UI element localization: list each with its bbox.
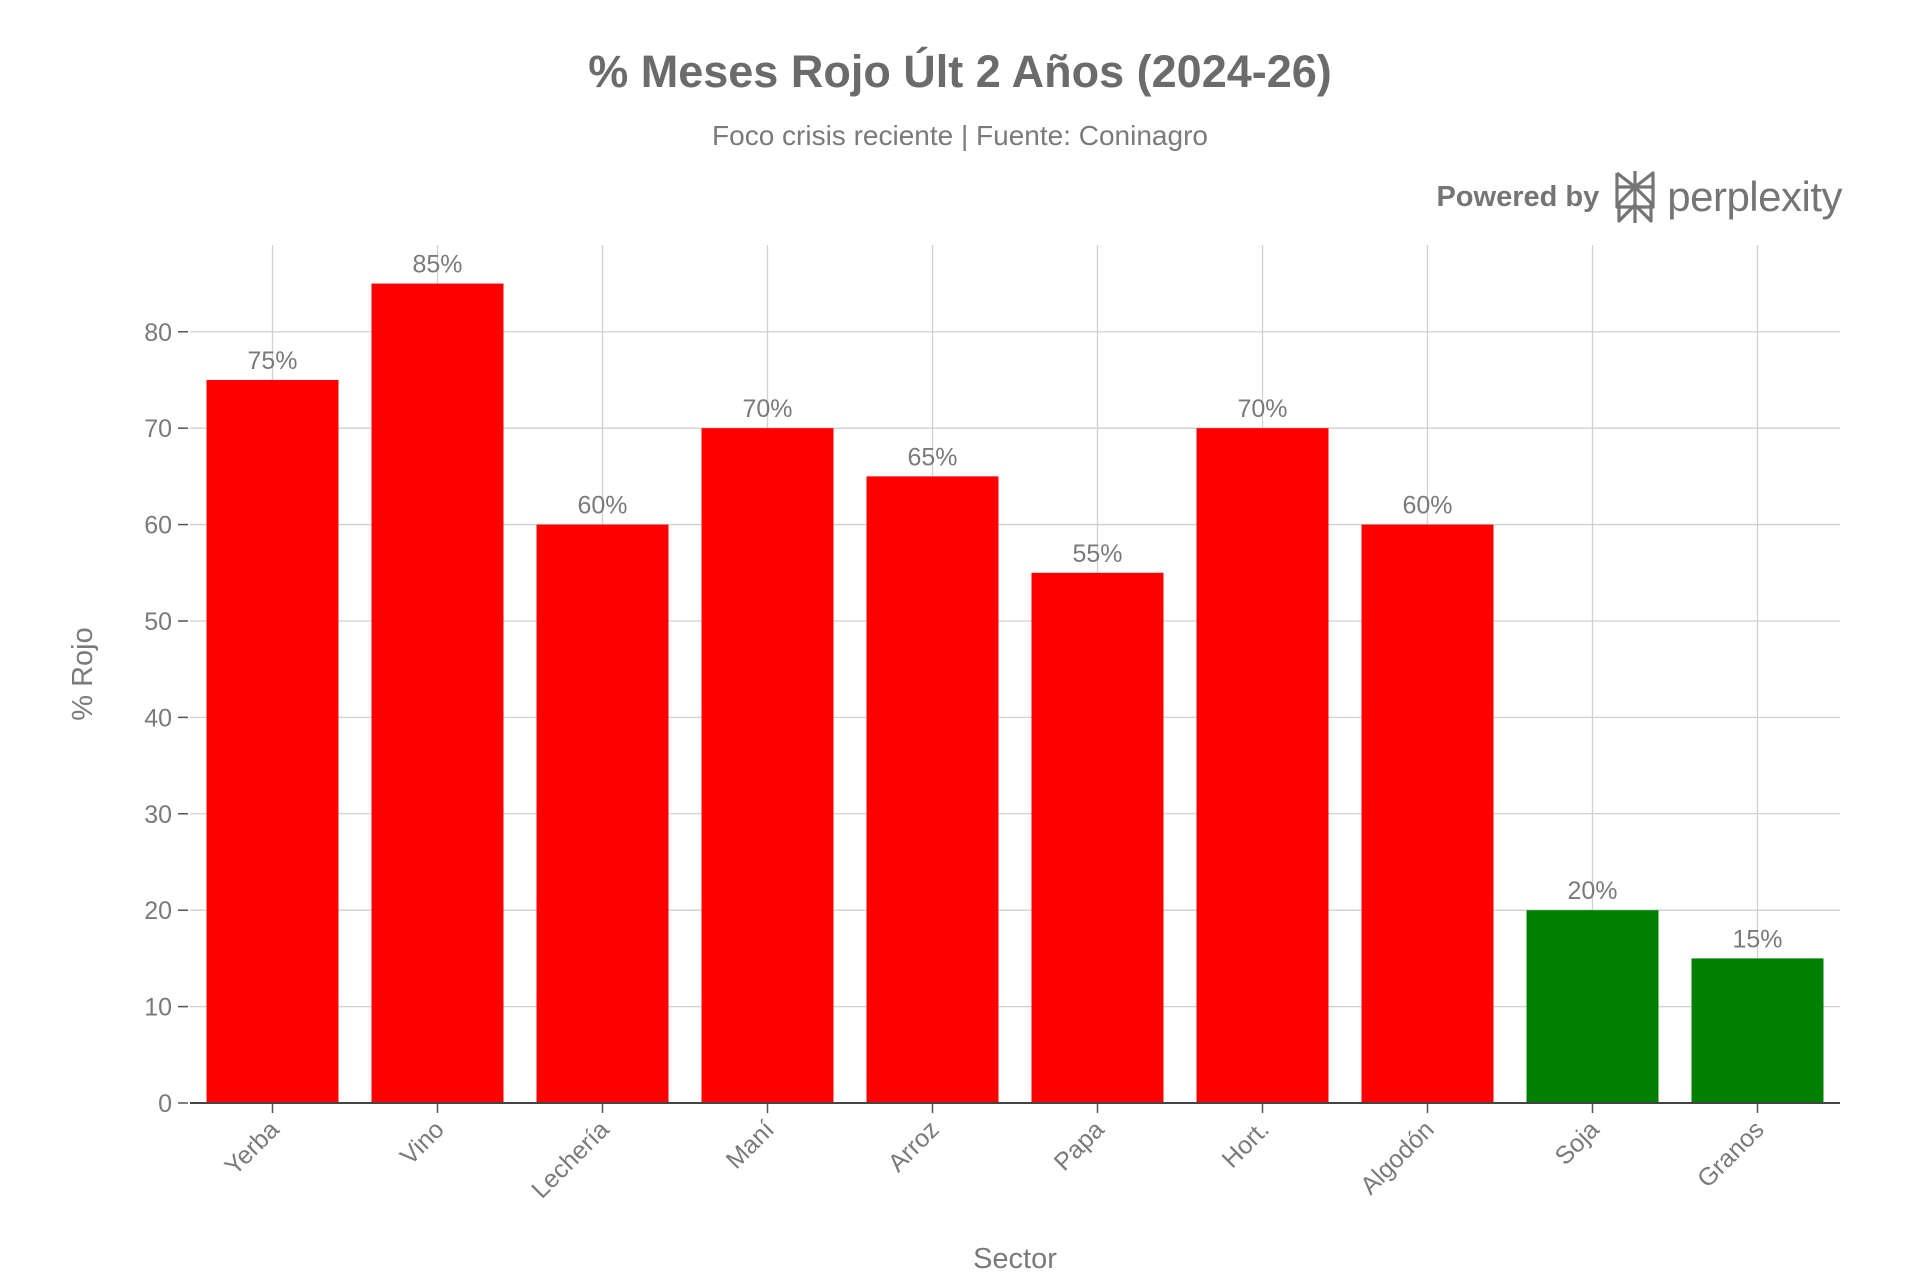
x-tick-label: Maní [721, 1115, 780, 1174]
x-tick-label: Soja [1550, 1115, 1605, 1170]
data-label: 70% [742, 395, 792, 423]
y-tick-label: 30 [144, 801, 172, 829]
bar [1031, 572, 1164, 1103]
bars [206, 283, 1824, 1104]
y-tick-label: 50 [144, 608, 172, 636]
data-label: 75% [247, 347, 297, 375]
data-label: 60% [1402, 492, 1452, 520]
x-tick-label: Vino [395, 1115, 450, 1170]
data-label: 65% [907, 443, 957, 471]
data-label: 15% [1732, 925, 1782, 953]
bar [206, 379, 339, 1103]
data-label: 55% [1072, 540, 1122, 568]
y-tick-label: 40 [144, 704, 172, 732]
y-tick-label: 20 [144, 897, 172, 925]
x-tick-label: Lechería [526, 1115, 615, 1204]
x-axis-ticks: Yerba Vino Lechería Maní Arroz Papa Hort. Algod… [219, 1103, 1770, 1204]
bar [701, 428, 834, 1103]
x-tick-label: Papa [1049, 1115, 1110, 1176]
data-labels: 75% 85% 60% 70% 65% 55% 70% 60% 20% 15% [247, 251, 1782, 954]
bar [1196, 428, 1329, 1103]
x-tick-label: Granos [1692, 1115, 1770, 1193]
perplexity-wordmark: perplexity [1667, 173, 1842, 220]
data-label: 60% [577, 492, 627, 520]
bar [1691, 958, 1824, 1103]
data-label: 70% [1237, 395, 1287, 423]
x-tick-label: Arroz [883, 1115, 945, 1177]
bar [866, 476, 999, 1103]
bar [1526, 910, 1659, 1103]
bar [371, 283, 504, 1104]
y-tick-label: 60 [144, 512, 172, 540]
data-label: 85% [412, 251, 462, 279]
powered-by-label: Powered by [1436, 180, 1600, 213]
y-tick-label: 80 [144, 319, 172, 347]
powered-by-badge: Powered by perplexity [1436, 168, 1842, 226]
x-tick-label: Hort. [1217, 1115, 1275, 1173]
x-tick-label: Algodón [1355, 1115, 1440, 1200]
y-tick-label: 10 [144, 994, 172, 1022]
bar [536, 524, 669, 1103]
bar [1361, 524, 1494, 1103]
chart-title: % Meses Rojo Últ 2 Años (2024-26) [588, 46, 1332, 97]
chart-subtitle: Foco crisis reciente | Fuente: Coninagro [712, 120, 1208, 151]
x-tick-label: Yerba [219, 1115, 284, 1180]
x-axis-title: Sector [973, 1243, 1057, 1275]
perplexity-logo-icon [1615, 171, 1655, 223]
y-tick-label: 0 [158, 1090, 172, 1118]
y-axis-title: % Rojo [67, 627, 99, 721]
y-tick-label: 70 [144, 415, 172, 443]
data-label: 20% [1567, 877, 1617, 905]
y-axis-ticks: 0 10 20 30 40 50 60 70 80 [144, 319, 188, 1118]
